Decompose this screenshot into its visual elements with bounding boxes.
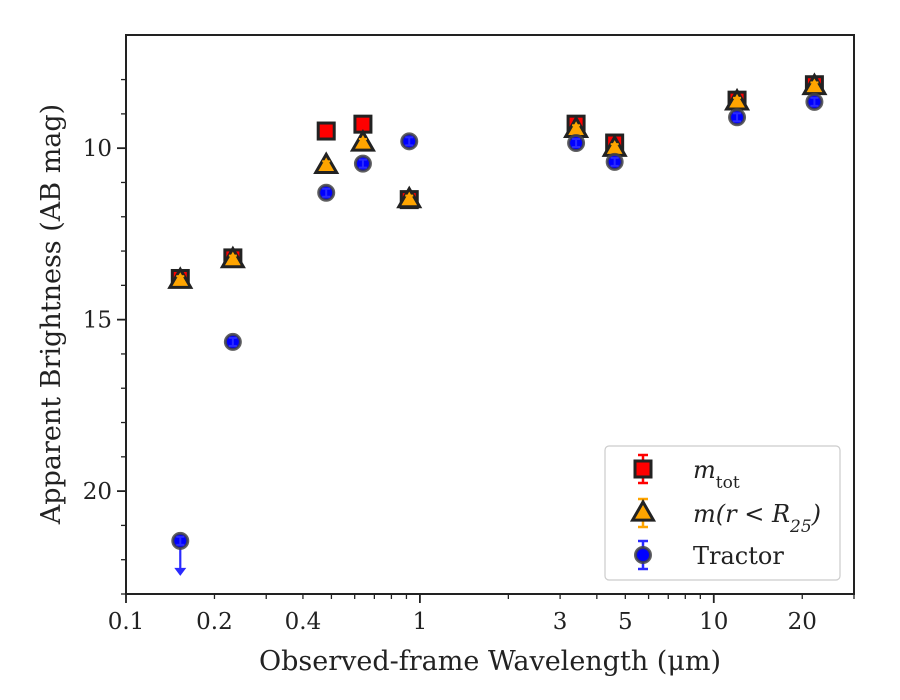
x-tick-label: 0.2: [196, 609, 233, 635]
legend-label-main: m(r < R: [693, 500, 790, 528]
x-tick-label: 20: [788, 609, 817, 635]
x-tick-label: 10: [699, 609, 728, 635]
legend-label: mtot: [693, 456, 740, 493]
x-tick-label: 5: [618, 609, 633, 635]
legend-marker-circle: [634, 546, 652, 564]
legend: mtot m(r < R25) Tractor: [604, 445, 841, 581]
series-1: [167, 72, 828, 289]
x-tick-label: 0.1: [108, 609, 145, 635]
axis-ticks: 0.1 0.2 0.4 1 3 5 10 20 10 15 20: [83, 78, 855, 635]
x-tick-label: 1: [413, 609, 428, 635]
legend-label-tail: ): [811, 500, 821, 528]
legend-label-subscript: tot: [716, 473, 740, 493]
legend-label: Tractor: [693, 542, 784, 570]
x-axis-label: Observed-frame Wavelength (μm): [259, 646, 721, 677]
legend-label-main: Tractor: [693, 542, 784, 570]
legend-box: [604, 445, 841, 581]
y-axis-label: Apparent Brightness (AB mag): [36, 104, 67, 525]
upper-limit-arrowhead: [174, 567, 187, 576]
legend-label-main: m: [693, 456, 716, 484]
x-tick-label: 3: [553, 609, 568, 635]
legend-marker-triangle: [629, 498, 657, 522]
series-2: [171, 92, 824, 576]
series-0: [170, 75, 824, 288]
y-tick-label: 20: [83, 479, 112, 505]
y-tick-label: 10: [83, 136, 112, 162]
y-tick-label: 15: [83, 308, 112, 334]
legend-marker-square: [633, 459, 653, 479]
legend-label-subscript: 25: [789, 517, 812, 537]
data-marks: [167, 72, 828, 576]
x-tick-label: 0.4: [285, 609, 322, 635]
plot-frame: [125, 34, 855, 595]
legend-label: m(r < R25): [693, 500, 821, 537]
